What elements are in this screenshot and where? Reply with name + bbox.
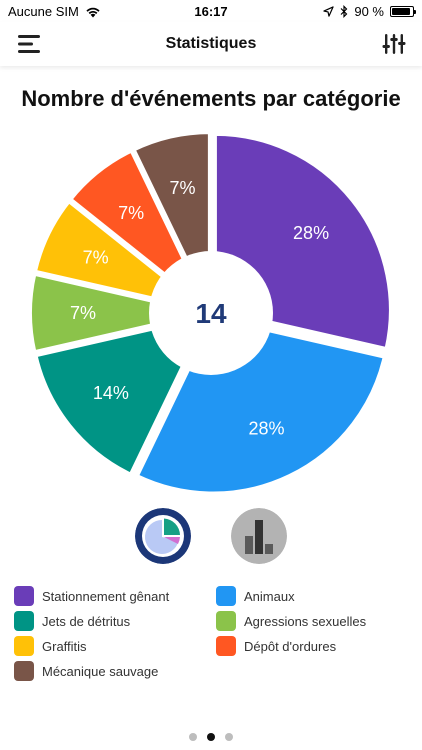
legend-swatch xyxy=(216,611,236,631)
legend-swatch xyxy=(216,636,236,656)
bar-chart-icon[interactable] xyxy=(231,508,287,564)
legend-swatch xyxy=(14,661,34,681)
pie-chart-icon[interactable] xyxy=(135,508,191,564)
legend-label: Agressions sexuelles xyxy=(244,613,367,629)
legend-swatch xyxy=(14,611,34,631)
status-bar: Aucune SIM 16:17 90 % xyxy=(0,0,422,22)
pie-slice-3[interactable] xyxy=(28,271,207,355)
status-left: Aucune SIM xyxy=(8,4,101,19)
legend-swatch xyxy=(216,586,236,606)
bluetooth-icon xyxy=(340,5,348,18)
slice-label-0: 28% xyxy=(293,223,329,243)
legend-item: Agressions sexuelles xyxy=(216,611,414,631)
slice-label-5: 7% xyxy=(118,203,144,223)
page-indicator xyxy=(0,733,422,741)
donut-hole xyxy=(149,251,273,375)
wifi-icon xyxy=(86,7,100,17)
page-title: Statistiques xyxy=(165,35,257,52)
legend-item: Jets de détritus xyxy=(14,611,212,631)
carrier-label: Aucune SIM xyxy=(8,4,79,19)
slice-label-2: 14% xyxy=(93,383,129,403)
slice-label-3: 7% xyxy=(70,303,96,323)
nav-bar: Statistiques xyxy=(0,22,422,66)
page-dot[interactable] xyxy=(207,733,215,741)
total-count: 14 xyxy=(195,298,227,329)
battery-percent: 90 % xyxy=(354,4,384,19)
legend-label: Dépôt d'ordures xyxy=(244,638,337,654)
donut-chart: 28% 28% 14% 7% 7% 7% 7% 14 xyxy=(28,130,393,496)
hamburger-menu-icon[interactable] xyxy=(18,34,42,54)
legend-item: Dépôt d'ordures xyxy=(216,636,414,656)
legend-item: Stationnement gênant xyxy=(14,586,212,606)
legend-label: Stationnement gênant xyxy=(42,588,170,604)
chart-view-toggle xyxy=(0,508,422,568)
slice-label-4: 7% xyxy=(83,247,109,267)
chart-title: Nombre d'événements par catégorie xyxy=(21,86,401,111)
chart-legend: Stationnement gênant Animaux Jets de détri… xyxy=(14,586,414,681)
location-arrow-icon xyxy=(323,6,335,17)
battery-icon xyxy=(390,6,416,17)
sliders-filter-icon[interactable] xyxy=(382,32,406,56)
slice-label-6: 7% xyxy=(170,178,196,198)
legend-label: Jets de détritus xyxy=(42,613,131,629)
slice-label-1: 28% xyxy=(249,418,285,438)
legend-item: Mécanique sauvage xyxy=(14,661,212,681)
legend-label: Mécanique sauvage xyxy=(42,663,159,679)
legend-label: Graffitis xyxy=(42,638,87,654)
pie-slice-2[interactable] xyxy=(33,313,211,478)
status-time: 16:17 xyxy=(194,4,228,19)
battery-fill xyxy=(392,8,410,15)
status-right: 90 % xyxy=(323,4,416,19)
legend-swatch xyxy=(14,586,34,606)
legend-swatch xyxy=(14,636,34,656)
page-dot[interactable] xyxy=(225,733,233,741)
page-dot[interactable] xyxy=(189,733,197,741)
legend-item: Animaux xyxy=(216,586,414,606)
legend-label: Animaux xyxy=(244,588,295,604)
legend-item: Graffitis xyxy=(14,636,212,656)
